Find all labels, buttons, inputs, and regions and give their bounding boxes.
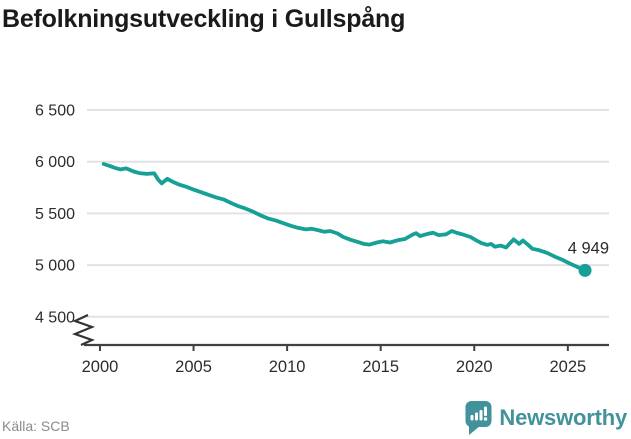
x-tick-label: 2010: [269, 358, 306, 376]
y-tick-label: 6 000: [35, 154, 75, 171]
y-tick-label: 5 500: [35, 206, 75, 223]
population-line: [101, 162, 587, 273]
newsworthy-logo-icon: [465, 401, 492, 435]
y-tick-label: 5 000: [35, 258, 75, 275]
series-end-dot: [578, 263, 592, 277]
y-tick-label: 4 500: [35, 309, 75, 326]
brand-name: Newsworthy: [499, 405, 627, 430]
x-tick-label: 2000: [82, 358, 119, 376]
source-note: Källa: SCB: [2, 418, 70, 434]
x-tick-label: 2005: [175, 358, 212, 376]
y-tick-label: 6 500: [35, 103, 75, 120]
x-tick-label: 2020: [456, 358, 493, 376]
y-axis-break-icon: [71, 314, 96, 347]
x-tick-label: 2015: [362, 358, 399, 376]
brand-footer: Newsworthy: [465, 400, 627, 436]
x-tick-label: 2025: [549, 358, 586, 376]
population-chart: 6 500 6 000 5 500 5 000 4 500 2000 2005 2010 201…: [35, 103, 609, 376]
end-value-label: 4 949: [568, 239, 609, 257]
page-title: Befolkningsutveckling i Gullspång: [2, 5, 406, 33]
